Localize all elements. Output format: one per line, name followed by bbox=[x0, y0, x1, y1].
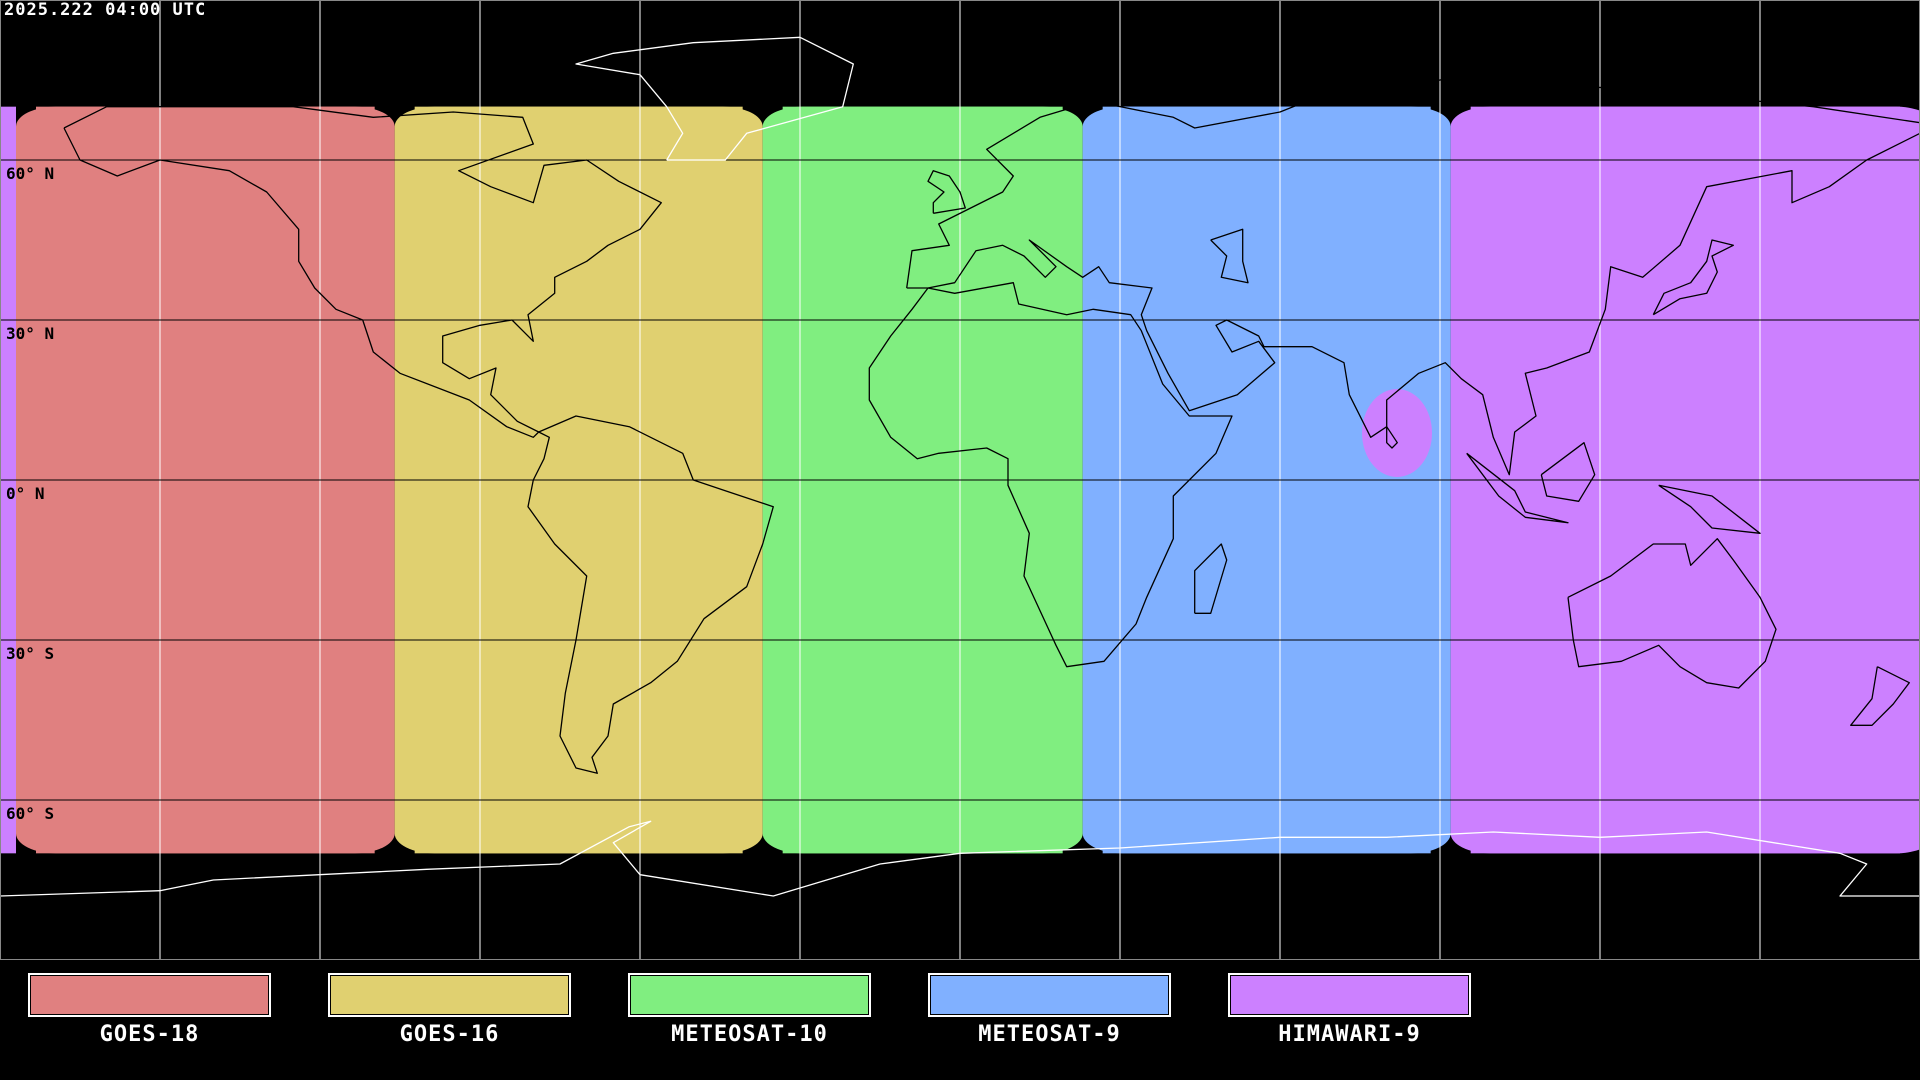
coastline-japan bbox=[1652, 239, 1734, 316]
legend-label: METEOSAT-10 bbox=[671, 1022, 828, 1047]
legend-label: GOES-18 bbox=[99, 1022, 200, 1047]
coastline-south-america bbox=[527, 415, 774, 774]
lat-label-30n: 30° N bbox=[6, 324, 55, 343]
legend-swatch bbox=[1228, 973, 1471, 1017]
coastline-new-zealand bbox=[1850, 666, 1910, 726]
coastline-sri-lanka bbox=[1386, 426, 1398, 449]
timestamp: 2025.222 04:00 UTC bbox=[4, 0, 207, 20]
coastline-new-guinea bbox=[1658, 484, 1761, 534]
legend-item-goes-16: GOES-16 bbox=[328, 973, 571, 1047]
legend-label: HIMAWARI-9 bbox=[1278, 1022, 1421, 1047]
legend-item-goes-18: GOES-18 bbox=[28, 973, 271, 1047]
coastlines bbox=[0, 36, 1920, 897]
coastline-indonesia-borneo bbox=[1540, 442, 1596, 502]
legend-swatch bbox=[28, 973, 271, 1017]
coastline-north-america bbox=[63, 106, 662, 438]
coastline-antarctica bbox=[0, 820, 1920, 897]
legend-swatch bbox=[328, 973, 571, 1017]
graticule bbox=[159, 0, 1761, 960]
coastline-eurasia bbox=[906, 63, 1920, 476]
coastline-africa bbox=[868, 282, 1233, 668]
coverage-map bbox=[0, 0, 1920, 960]
legend-item-meteosat-9: METEOSAT-9 bbox=[928, 973, 1171, 1047]
coastline-caspian-sea bbox=[1210, 228, 1249, 284]
legend-swatch bbox=[928, 973, 1171, 1017]
coastline-sumatra-java bbox=[1466, 452, 1569, 524]
lat-label-60n: 60° N bbox=[6, 164, 55, 183]
coastline-uk bbox=[927, 170, 966, 214]
lat-label-30s: 30° S bbox=[6, 644, 55, 663]
legend-label: METEOSAT-9 bbox=[978, 1022, 1121, 1047]
legend-item-meteosat-10: METEOSAT-10 bbox=[628, 973, 871, 1047]
lat-label-0n: 0° N bbox=[6, 484, 45, 503]
legend-item-himawari-9: HIMAWARI-9 bbox=[1228, 973, 1471, 1047]
lat-label-60s: 60° S bbox=[6, 804, 55, 823]
himawari-coverage-patch-sri-lanka bbox=[1362, 389, 1432, 477]
coastline-australia bbox=[1567, 538, 1777, 689]
legend-swatch bbox=[628, 973, 871, 1017]
legend-label: GOES-16 bbox=[399, 1022, 500, 1047]
coastline-madagascar bbox=[1194, 543, 1228, 614]
coastline-greenland bbox=[575, 36, 854, 161]
